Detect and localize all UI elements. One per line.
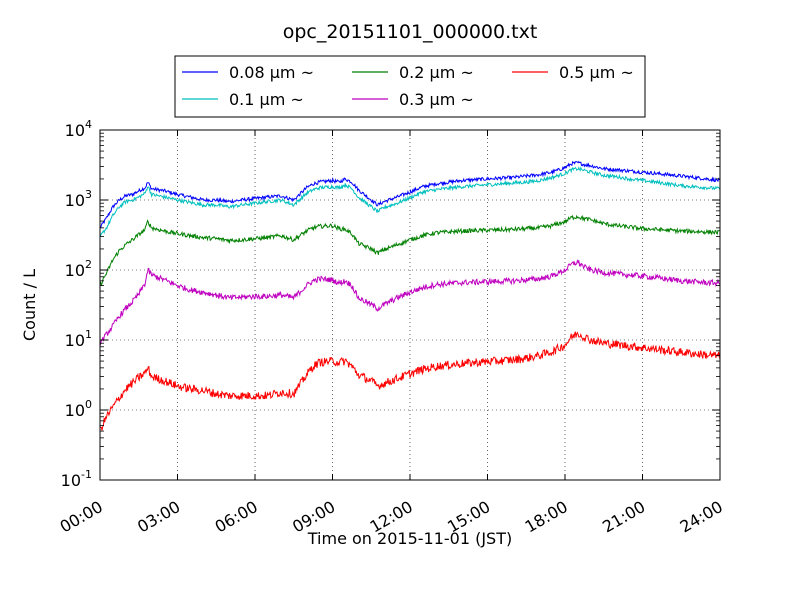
y-tick-base: 10: [65, 331, 85, 350]
y-tick-exponent: 3: [85, 188, 92, 201]
y-tick-label: 10-1: [61, 468, 92, 490]
y-tick-base: 10: [65, 261, 85, 280]
series-line: [99, 160, 721, 229]
legend-box: [174, 55, 646, 118]
y-tick-exponent: 1: [85, 328, 92, 341]
legend-label: 0.5 μm ~: [559, 63, 634, 82]
legend: 0.08 μm ~ 0.1 μm ~ 0.2 μm ~ 0.3 μm ~ 0.5 μm …: [174, 55, 646, 118]
legend-label: 0.1 μm ~: [229, 90, 304, 109]
y-tick-exponent: 0: [85, 398, 92, 411]
y-tick-exponent: -1: [81, 468, 92, 481]
y-tick-label: 104: [65, 118, 92, 140]
legend-label: 0.2 μm ~: [399, 63, 474, 82]
series-line: [99, 166, 721, 237]
y-tick-label: 101: [65, 328, 92, 350]
y-tick-exponent: 2: [85, 258, 92, 271]
legend-label: 0.3 μm ~: [399, 90, 474, 109]
axis-ticks: [99, 129, 721, 481]
y-tick-label: 100: [65, 398, 92, 420]
y-tick-exponent: 4: [85, 118, 92, 131]
grid: [99, 130, 721, 480]
legend-label: 0.08 μm ~: [229, 63, 314, 82]
chart-title: opc_20151101_000000.txt: [283, 21, 538, 43]
y-tick-label: 102: [65, 258, 92, 280]
series-lines: [99, 160, 721, 431]
series-line: [99, 259, 721, 347]
x-axis-label: Time on 2015-11-01 (JST): [307, 529, 512, 548]
series-line: [99, 214, 721, 287]
y-tick-base: 10: [65, 191, 85, 210]
y-axis-label: Count / L: [20, 269, 39, 341]
y-tick-base: 10: [61, 471, 81, 490]
y-tick-label: 103: [65, 188, 92, 210]
y-tick-base: 10: [65, 401, 85, 420]
series-line: [99, 331, 721, 431]
y-tick-base: 10: [65, 121, 85, 140]
